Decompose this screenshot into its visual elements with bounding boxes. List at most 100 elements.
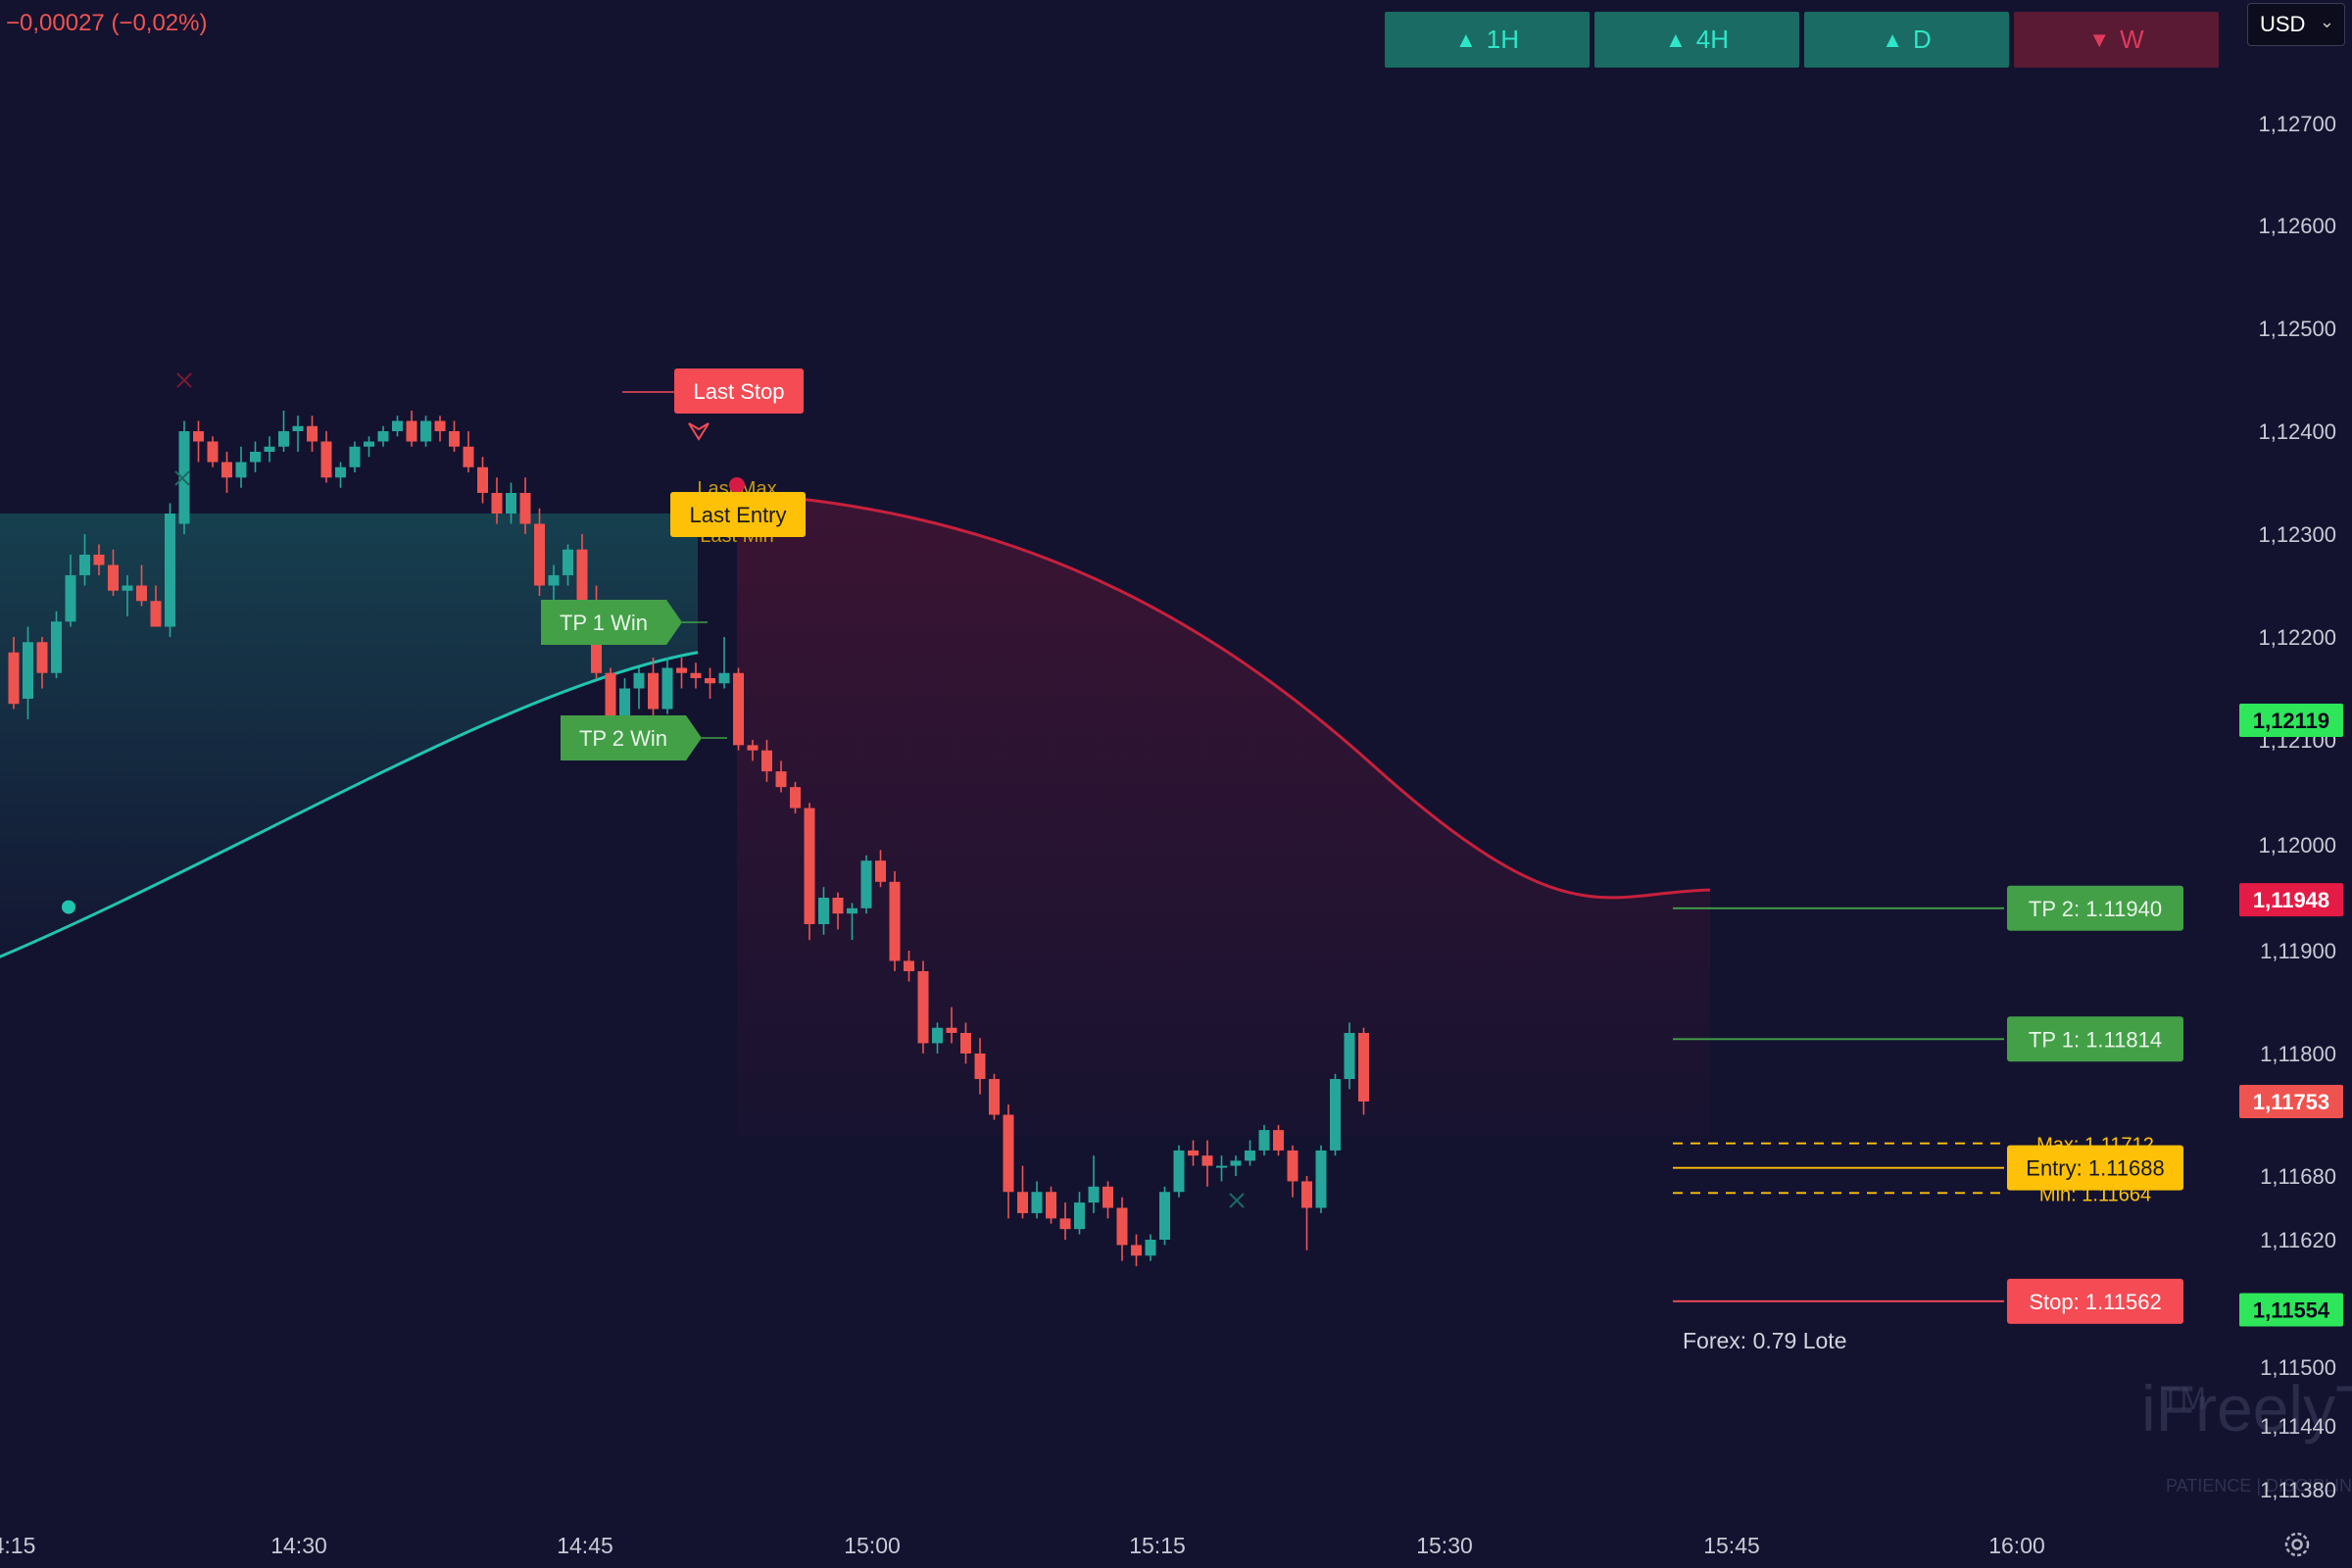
y-tick-label: 1,12600: [2258, 214, 2336, 238]
close-marker-icon: [176, 372, 192, 388]
candle-body: [974, 1054, 986, 1080]
last-entry-tag-bg: [670, 492, 806, 537]
candle-body: [278, 431, 289, 447]
tp2-level-label: TP 2: 1.11940: [2029, 897, 2162, 921]
candle-body: [420, 420, 431, 442]
y-tick-label: 1,11800: [2260, 1042, 2336, 1066]
signal-dot: [62, 900, 75, 914]
candle-body: [718, 672, 730, 684]
candle-body: [761, 750, 772, 772]
candle-body: [1116, 1207, 1128, 1246]
candle-body: [818, 898, 829, 924]
timeframe-4h-button[interactable]: ▲ 4H: [1594, 12, 1799, 68]
candle-body: [364, 441, 374, 447]
last-stop-tag: Last Stop: [674, 368, 804, 414]
stop-level-label: Stop: 1.11562: [2029, 1290, 2161, 1314]
bear-channel-fill: [737, 493, 1710, 1136]
candle-body: [36, 642, 48, 673]
candle-body: [946, 1027, 957, 1033]
candle-body: [207, 441, 219, 463]
last-entry-tag-label: Last Entry: [689, 503, 786, 527]
price-tag-bg: [2239, 1293, 2343, 1327]
candle-body: [832, 898, 844, 914]
candle-body: [235, 462, 247, 478]
y-tick-label: 1,11900: [2260, 939, 2336, 963]
candle-body: [1017, 1192, 1028, 1213]
candle-body: [1173, 1150, 1185, 1193]
tp2-win-tag-label: TP 2 Win: [579, 726, 667, 751]
candle-body: [576, 549, 588, 602]
candle-body: [960, 1033, 971, 1054]
candle-body: [477, 466, 488, 493]
entry-marker-dot: [729, 477, 745, 493]
candle-body: [860, 860, 872, 908]
x-tick-label: 15:45: [1703, 1533, 1760, 1558]
candle-body: [491, 493, 503, 514]
candle-body: [989, 1079, 1000, 1115]
timeframe-label: D: [1913, 24, 1932, 54]
candle-body: [1201, 1155, 1213, 1166]
candle-body: [917, 971, 929, 1044]
candle-body: [221, 462, 232, 478]
candle-body: [320, 441, 332, 478]
tp2-win-tag: TP 2 Win: [561, 715, 727, 760]
y-tick-label: 1,12400: [2258, 419, 2336, 444]
timeframe-d-button[interactable]: ▲ D: [1804, 12, 2009, 68]
price-tag-label: 1,11948: [2253, 888, 2329, 912]
currency-select[interactable]: USD ⌄: [2247, 3, 2345, 46]
x-tick-label: 16:00: [1988, 1533, 2045, 1558]
trend-up-icon: ▲: [1882, 26, 1903, 52]
stop-level-box: [2007, 1278, 2183, 1324]
candle-body: [705, 678, 715, 684]
candle-body: [150, 601, 162, 627]
candle-body: [605, 672, 616, 735]
candle-body: [335, 466, 346, 478]
candle-body: [889, 881, 901, 961]
candle-body: [1245, 1150, 1255, 1161]
candle-body: [633, 672, 645, 689]
candle-body: [449, 431, 460, 447]
candle-body: [193, 431, 204, 442]
trend-down-icon: ▼: [2088, 26, 2111, 52]
price-tag-bg: [2239, 883, 2343, 917]
candle-body: [349, 446, 361, 467]
candle-body: [563, 549, 573, 575]
candle-body: [8, 652, 20, 705]
x-tick-label: 15:15: [1129, 1533, 1186, 1558]
tp1-level-box: [2007, 1016, 2183, 1062]
candle-body: [392, 420, 403, 431]
price-change-text: −0,00027 (−0,02%): [6, 10, 208, 36]
candle-body: [1287, 1150, 1298, 1182]
lot-size-text: Forex: 0.79 Lote: [1683, 1328, 1847, 1353]
candle-body: [165, 514, 175, 627]
candle-body: [548, 575, 560, 586]
candle-body: [790, 787, 801, 808]
timeframe-w-button[interactable]: ▼ W: [2014, 12, 2219, 68]
close-marker-icon: [1229, 1193, 1245, 1208]
candle-body: [1145, 1240, 1156, 1256]
candle-body: [122, 585, 133, 591]
watermark-tm: TM: [2161, 1381, 2206, 1416]
candle-body: [775, 771, 787, 788]
candle-body: [1131, 1245, 1142, 1256]
timeframe-1h-button[interactable]: ▲ 1H: [1385, 12, 1590, 68]
candle-body: [93, 555, 105, 565]
candle-body: [648, 672, 659, 710]
y-tick-label: 1,11500: [2260, 1355, 2336, 1380]
candle-body: [1088, 1186, 1100, 1203]
settings-icon[interactable]: [2281, 1529, 2313, 1560]
last-stop-tag-label: Last Stop: [694, 379, 785, 404]
price-tag-label: 1,12119: [2253, 709, 2329, 733]
watermark-text: iFreelyTrading: [2141, 1372, 2352, 1445]
candle-body: [1258, 1130, 1270, 1151]
candle-body: [662, 667, 673, 710]
x-tick-label: 15:30: [1416, 1533, 1473, 1558]
trend-up-icon: ▲: [1454, 26, 1477, 52]
candle-body: [875, 860, 886, 882]
candle-body: [904, 960, 914, 971]
candle-body: [932, 1027, 943, 1044]
candle-body: [1059, 1218, 1071, 1230]
trend-up-icon: ▲: [1664, 26, 1687, 52]
candle-body: [1273, 1130, 1284, 1151]
